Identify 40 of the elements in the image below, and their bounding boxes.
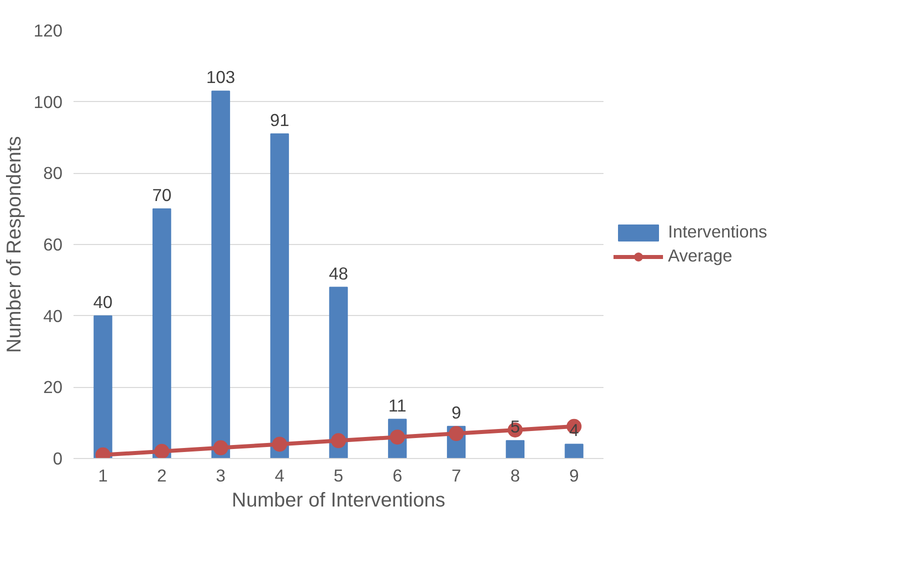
- x-tick-label: 3: [216, 466, 226, 486]
- data-label: 103: [206, 67, 236, 88]
- bar: [506, 440, 524, 458]
- x-tick-label: 9: [569, 466, 579, 486]
- legend-label: Average: [668, 246, 732, 266]
- bar: [211, 90, 230, 458]
- x-tick-label: 5: [334, 466, 344, 486]
- x-tick-label: 1: [98, 466, 108, 486]
- data-label: 48: [328, 263, 348, 284]
- x-tick-label: 8: [510, 466, 520, 486]
- bar: [329, 286, 348, 458]
- y-tick-label: 80: [43, 163, 63, 184]
- data-label: 91: [270, 110, 290, 130]
- y-tick-label: 100: [34, 92, 63, 112]
- y-axis-title: Number of Respondents: [4, 136, 26, 353]
- data-label: 9: [451, 402, 462, 422]
- data-label: 11: [388, 395, 406, 416]
- data-label: 70: [152, 184, 172, 205]
- point: [448, 426, 464, 442]
- y-tick-label: 0: [52, 448, 63, 468]
- bar: [152, 208, 172, 458]
- y-tick-label: 40: [43, 306, 63, 326]
- x-tick-label: 6: [392, 466, 402, 486]
- x-tick-label: 7: [451, 466, 462, 486]
- point: [331, 433, 346, 448]
- x-tick-label: 4: [274, 466, 285, 486]
- data-label: 5: [510, 416, 520, 437]
- y-tick-label: 60: [43, 234, 63, 254]
- legend-label: Interventions: [668, 222, 768, 242]
- bar: [94, 315, 112, 458]
- y-tick-label: 20: [43, 377, 63, 398]
- bar: [270, 133, 289, 458]
- data-label: 40: [93, 292, 113, 312]
- y-tick-label: 120: [34, 20, 63, 40]
- point: [213, 440, 228, 456]
- point: [154, 444, 170, 458]
- x-tick-label: 2: [157, 466, 167, 486]
- bar: [564, 444, 584, 458]
- x-axis-title: Number of Interventions: [232, 490, 446, 512]
- point: [272, 436, 288, 452]
